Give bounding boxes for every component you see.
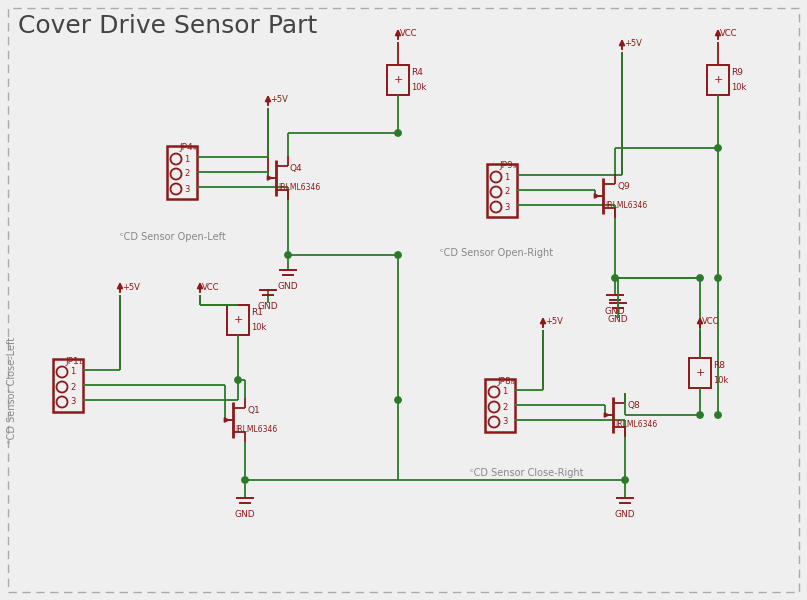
- Text: R8: R8: [713, 361, 725, 370]
- Text: 1: 1: [504, 173, 509, 181]
- Text: R9: R9: [731, 68, 743, 77]
- Circle shape: [235, 377, 241, 383]
- Text: +5V: +5V: [545, 317, 562, 326]
- Text: JP8₈: JP8₈: [498, 377, 515, 385]
- Circle shape: [715, 412, 721, 418]
- Text: 2: 2: [70, 383, 75, 391]
- Text: GND: GND: [278, 282, 299, 291]
- Text: 10k: 10k: [731, 83, 746, 92]
- Text: GND: GND: [608, 315, 629, 324]
- Text: 10k: 10k: [411, 83, 426, 92]
- Text: 2: 2: [184, 169, 190, 179]
- Text: 3: 3: [502, 418, 508, 427]
- Bar: [707, 65, 729, 95]
- Text: GND: GND: [235, 510, 255, 519]
- Bar: [227, 305, 249, 335]
- Text: +: +: [696, 368, 705, 378]
- Circle shape: [715, 275, 721, 281]
- Bar: [689, 358, 711, 388]
- Text: IRLML6346: IRLML6346: [605, 201, 647, 210]
- Bar: [487, 163, 517, 217]
- Circle shape: [491, 187, 501, 197]
- Circle shape: [622, 477, 628, 483]
- Text: 2: 2: [504, 187, 509, 196]
- Text: 10k: 10k: [713, 376, 729, 385]
- Text: R1: R1: [251, 308, 263, 317]
- Circle shape: [56, 367, 68, 377]
- Text: IRLML6346: IRLML6346: [615, 420, 657, 429]
- Text: Cover Drive Sensor Part: Cover Drive Sensor Part: [18, 14, 317, 38]
- Text: R4: R4: [411, 68, 423, 77]
- Circle shape: [395, 397, 401, 403]
- Bar: [167, 145, 197, 199]
- Circle shape: [395, 252, 401, 258]
- Circle shape: [170, 169, 182, 179]
- Text: VCC: VCC: [720, 29, 738, 38]
- Circle shape: [56, 397, 68, 407]
- Text: 3: 3: [70, 397, 75, 407]
- Text: +5V: +5V: [624, 40, 642, 49]
- Text: +5V: +5V: [270, 95, 288, 104]
- Text: Q9: Q9: [617, 182, 629, 191]
- Circle shape: [242, 477, 249, 483]
- Text: ᶜCD Sensor Open-Right: ᶜCD Sensor Open-Right: [440, 248, 553, 258]
- Circle shape: [170, 184, 182, 194]
- Text: JP9₉: JP9₉: [500, 161, 517, 170]
- Text: +: +: [713, 75, 723, 85]
- Text: ᶜCD Sensor Close-Left: ᶜCD Sensor Close-Left: [7, 337, 17, 443]
- Text: JP4₄: JP4₄: [180, 143, 197, 152]
- Text: IRLML6346: IRLML6346: [278, 183, 320, 192]
- Text: 3: 3: [504, 202, 509, 211]
- Text: 2: 2: [502, 403, 508, 412]
- Text: Q1: Q1: [247, 406, 260, 415]
- Circle shape: [491, 202, 501, 212]
- Circle shape: [488, 386, 500, 397]
- Text: 1: 1: [502, 388, 508, 397]
- Text: 3: 3: [184, 185, 190, 193]
- Text: +: +: [233, 315, 243, 325]
- Circle shape: [285, 252, 291, 258]
- Text: VCC: VCC: [202, 283, 220, 292]
- Text: +: +: [393, 75, 403, 85]
- Text: +5V: +5V: [122, 283, 140, 292]
- Text: GND: GND: [615, 510, 635, 519]
- Circle shape: [612, 275, 618, 281]
- Circle shape: [715, 145, 721, 151]
- Bar: [485, 379, 515, 431]
- Text: 10k: 10k: [251, 323, 266, 332]
- Text: IRLML6346: IRLML6346: [235, 425, 278, 434]
- Circle shape: [696, 412, 703, 418]
- Bar: [387, 65, 409, 95]
- Text: VCC: VCC: [400, 29, 417, 38]
- Text: 1: 1: [70, 367, 75, 377]
- Bar: [53, 358, 83, 412]
- Circle shape: [170, 154, 182, 164]
- Circle shape: [395, 130, 401, 136]
- Text: VCC: VCC: [702, 317, 720, 326]
- Text: Q4: Q4: [290, 164, 303, 173]
- Text: GND: GND: [257, 302, 278, 311]
- Circle shape: [696, 275, 703, 281]
- Text: ᶜCD Sensor Open-Left: ᶜCD Sensor Open-Left: [120, 232, 226, 242]
- Circle shape: [488, 416, 500, 427]
- Text: Q8: Q8: [627, 401, 640, 410]
- Text: 1: 1: [184, 154, 190, 163]
- Circle shape: [56, 382, 68, 392]
- Circle shape: [491, 172, 501, 182]
- Text: JP1₁: JP1₁: [65, 356, 83, 365]
- Circle shape: [488, 401, 500, 413]
- Text: ᶜCD Sensor Close-Right: ᶜCD Sensor Close-Right: [470, 468, 583, 478]
- Text: GND: GND: [604, 307, 625, 316]
